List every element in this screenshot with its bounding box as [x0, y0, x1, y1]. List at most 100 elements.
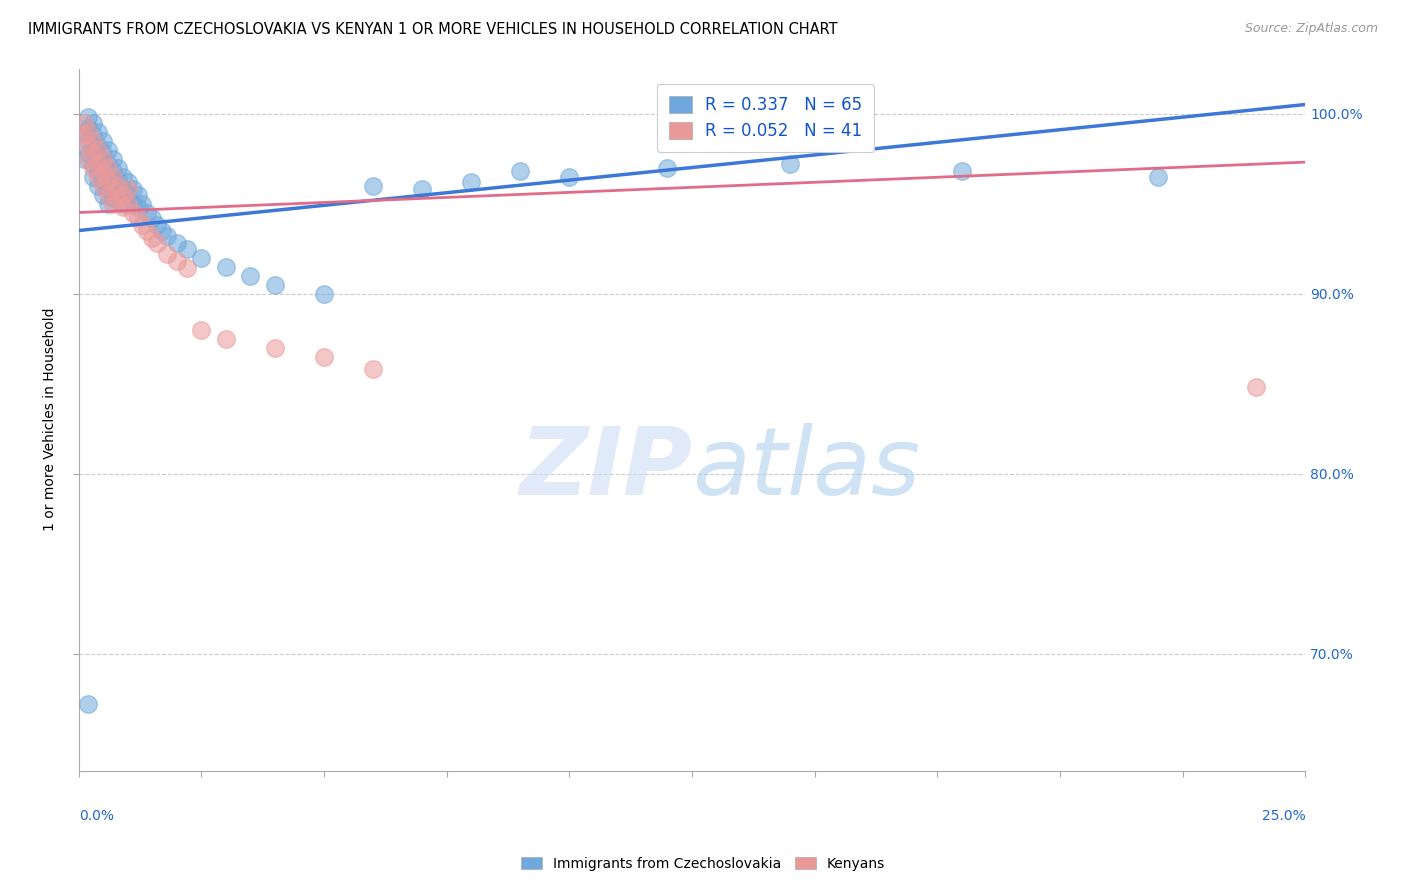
- Point: [117, 187, 139, 202]
- Point: [97, 169, 120, 184]
- Point: [312, 286, 335, 301]
- Point: [91, 152, 114, 166]
- Point: [77, 139, 100, 153]
- Point: [77, 134, 100, 148]
- Point: [87, 143, 110, 157]
- Point: [111, 200, 134, 214]
- Point: [87, 139, 110, 153]
- Point: [101, 178, 124, 193]
- Text: 25.0%: 25.0%: [1261, 809, 1305, 823]
- Point: [411, 182, 433, 196]
- Point: [82, 134, 104, 148]
- Point: [111, 187, 134, 202]
- Point: [101, 164, 124, 178]
- Point: [176, 242, 198, 256]
- Text: atlas: atlas: [692, 423, 921, 514]
- Text: 0.0%: 0.0%: [79, 809, 114, 823]
- Point: [176, 261, 198, 276]
- Point: [107, 173, 129, 187]
- Point: [101, 196, 124, 211]
- Point: [82, 146, 104, 161]
- Point: [91, 173, 114, 187]
- Point: [72, 152, 94, 166]
- Point: [82, 169, 104, 184]
- Point: [97, 196, 120, 211]
- Point: [156, 229, 179, 244]
- Point: [131, 218, 153, 232]
- Point: [91, 146, 114, 161]
- Point: [312, 350, 335, 364]
- Point: [77, 110, 100, 124]
- Point: [460, 175, 482, 189]
- Point: [117, 175, 139, 189]
- Text: Source: ZipAtlas.com: Source: ZipAtlas.com: [1244, 22, 1378, 36]
- Point: [166, 254, 188, 268]
- Point: [107, 187, 129, 202]
- Point: [87, 164, 110, 178]
- Point: [1246, 380, 1268, 394]
- Point: [146, 236, 169, 251]
- Point: [127, 211, 149, 225]
- Point: [97, 157, 120, 171]
- Point: [657, 161, 679, 175]
- Point: [72, 124, 94, 138]
- Point: [91, 161, 114, 175]
- Point: [136, 205, 159, 219]
- Point: [91, 187, 114, 202]
- Legend: R = 0.337   N = 65, R = 0.052   N = 41: R = 0.337 N = 65, R = 0.052 N = 41: [657, 84, 875, 152]
- Point: [127, 200, 149, 214]
- Point: [141, 231, 163, 245]
- Point: [82, 157, 104, 171]
- Point: [101, 152, 124, 166]
- Point: [190, 322, 212, 336]
- Point: [97, 173, 120, 187]
- Point: [117, 196, 139, 211]
- Point: [950, 164, 973, 178]
- Point: [77, 146, 100, 161]
- Point: [107, 191, 129, 205]
- Point: [558, 169, 581, 184]
- Point: [87, 152, 110, 166]
- Point: [146, 218, 169, 232]
- Point: [97, 161, 120, 175]
- Point: [264, 341, 287, 355]
- Point: [101, 191, 124, 205]
- Point: [91, 134, 114, 148]
- Point: [87, 157, 110, 171]
- Point: [82, 143, 104, 157]
- Point: [97, 143, 120, 157]
- Point: [150, 223, 173, 237]
- Point: [117, 182, 139, 196]
- Point: [361, 178, 384, 193]
- Point: [82, 115, 104, 129]
- Point: [77, 697, 100, 711]
- Point: [131, 196, 153, 211]
- Point: [91, 178, 114, 193]
- Point: [101, 182, 124, 196]
- Point: [264, 277, 287, 292]
- Legend: Immigrants from Czechoslovakia, Kenyans: Immigrants from Czechoslovakia, Kenyans: [516, 851, 890, 876]
- Point: [77, 120, 100, 135]
- Point: [156, 247, 179, 261]
- Point: [111, 169, 134, 184]
- Point: [141, 211, 163, 225]
- Point: [361, 362, 384, 376]
- Point: [107, 178, 129, 193]
- Point: [190, 251, 212, 265]
- Point: [779, 157, 801, 171]
- Point: [121, 205, 143, 219]
- Point: [215, 260, 238, 274]
- Point: [77, 124, 100, 138]
- Point: [82, 161, 104, 175]
- Point: [97, 182, 120, 196]
- Point: [101, 169, 124, 184]
- Point: [121, 182, 143, 196]
- Point: [82, 128, 104, 142]
- Point: [87, 124, 110, 138]
- Point: [87, 178, 110, 193]
- Point: [72, 115, 94, 129]
- Point: [111, 182, 134, 196]
- Text: IMMIGRANTS FROM CZECHOSLOVAKIA VS KENYAN 1 OR MORE VEHICLES IN HOUSEHOLD CORRELA: IMMIGRANTS FROM CZECHOSLOVAKIA VS KENYAN…: [28, 22, 838, 37]
- Point: [166, 236, 188, 251]
- Point: [91, 164, 114, 178]
